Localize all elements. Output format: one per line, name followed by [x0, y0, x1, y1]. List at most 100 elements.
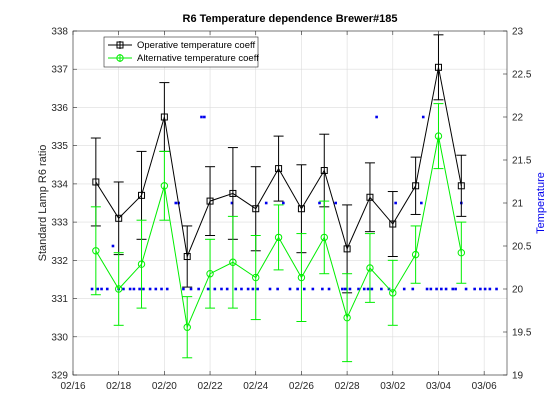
temperature-point [246, 287, 250, 291]
temperature-point [495, 287, 498, 291]
alternative-data-point [183, 323, 191, 331]
x-tick-labels: 02/16 02/18 02/20 02/22 02/24 02/26 02/28 03/02… [60, 381, 497, 392]
alternative-data-point [252, 273, 260, 282]
operative-data-point [366, 193, 374, 201]
temperature-point [362, 287, 366, 291]
temperature-point [128, 287, 132, 291]
temperature-point [111, 244, 115, 248]
temperature-point [132, 287, 136, 291]
temperature-series [90, 115, 498, 291]
temperature-point [394, 201, 397, 205]
temperature-point [206, 287, 210, 291]
operative-data-point [252, 205, 260, 213]
temperature-point [464, 287, 468, 291]
temperature-point [203, 115, 206, 119]
temperature-point [420, 201, 423, 205]
temperature-point [451, 287, 455, 291]
chart-title: R6 Temperature dependence Brewer#185 [183, 13, 398, 25]
temperature-point [197, 287, 200, 291]
temperature-point [256, 287, 259, 291]
x-tick-label: 02/24 [243, 381, 268, 392]
temperature-point [96, 287, 100, 291]
operative-data-point [229, 189, 237, 197]
operative-data-point [92, 178, 100, 186]
y2-tick-label: 21.5 [512, 156, 532, 167]
legend: Operative temperature coeff Alternative … [103, 36, 259, 68]
temperature-point [429, 287, 433, 291]
y-tick-label: 331 [51, 294, 68, 305]
temperature-point [370, 287, 374, 291]
axis-ticks [72, 30, 507, 376]
temperature-point [327, 287, 331, 291]
temperature-point [174, 201, 178, 205]
y2-tick-label: 19.5 [512, 328, 532, 339]
y2-tick-label: 20.5 [512, 242, 532, 253]
operative-data-point [160, 113, 168, 121]
temperature-point [421, 115, 425, 119]
legend-box [103, 36, 259, 68]
temperature-point [105, 287, 109, 291]
x-tick-label: 02/28 [335, 381, 360, 392]
temperature-point [165, 287, 169, 291]
temperature-point [380, 287, 383, 291]
temperature-point [483, 287, 487, 291]
temperature-point [182, 287, 185, 291]
y2-tick-label: 22.5 [512, 70, 532, 81]
temperature-point [220, 287, 223, 291]
temperature-point [288, 287, 292, 291]
temperature-point [264, 201, 268, 205]
temperature-point [488, 287, 492, 291]
temperature-point [189, 287, 193, 291]
y2-tick-label: 23 [512, 27, 524, 38]
alternative-data-point [366, 264, 374, 272]
operative-data-point [183, 253, 191, 261]
legend-marker-operative [116, 41, 124, 49]
temperature-point [225, 287, 229, 291]
alternative-data-point [114, 285, 123, 293]
alternative-data-point [92, 247, 100, 255]
series-lines [95, 67, 462, 330]
temperature-point [454, 287, 457, 291]
y-tick-labels: 329 330 331 332 333 334 335 336 337 338 [51, 27, 68, 382]
x-tick-label: 02/26 [289, 381, 314, 392]
operative-data-point [389, 220, 397, 228]
temperature-point [240, 287, 243, 291]
y-tick-label: 329 [51, 371, 68, 382]
temperature-point [200, 115, 203, 119]
temperature-point [444, 287, 448, 291]
temperature-point [435, 287, 438, 291]
temperature-point [234, 287, 238, 291]
temperature-point [479, 287, 482, 291]
temperature-point [230, 201, 234, 205]
alternative-data-point [274, 233, 283, 242]
alternative-data-point [229, 258, 237, 266]
temperature-point [276, 287, 279, 291]
y2-axis-label: Temperature [535, 172, 547, 234]
alternative-data-point [457, 248, 466, 257]
x-tick-label: 02/20 [152, 381, 177, 392]
x-tick-label: 02/16 [60, 381, 85, 392]
temperature-point [341, 287, 344, 291]
y-tick-label: 332 [51, 256, 68, 267]
temperature-point [318, 201, 321, 205]
temperature-point [302, 287, 306, 291]
legend-marker-alternative [116, 54, 124, 62]
alternative-series-line [95, 136, 462, 330]
alternative-data-point [343, 313, 351, 322]
y-tick-label: 336 [51, 103, 68, 114]
temperature-point [138, 287, 141, 291]
operative-data-point [343, 245, 351, 253]
operative-data-point [297, 205, 305, 213]
y-axis-label: Standard Lamp R6 ratio [37, 145, 49, 262]
alternative-data-point [389, 289, 397, 297]
temperature-point [348, 287, 352, 291]
y2-tick-label: 22 [512, 113, 524, 124]
y-tick-label: 338 [51, 27, 68, 38]
operative-data-point [320, 167, 328, 175]
legend-label-alternative: Alternative temperature coeff [137, 53, 259, 64]
temperature-point [122, 287, 125, 291]
operative-series-line [95, 67, 462, 259]
y-tick-label: 334 [51, 179, 68, 190]
x-tick-label: 03/04 [426, 381, 451, 392]
